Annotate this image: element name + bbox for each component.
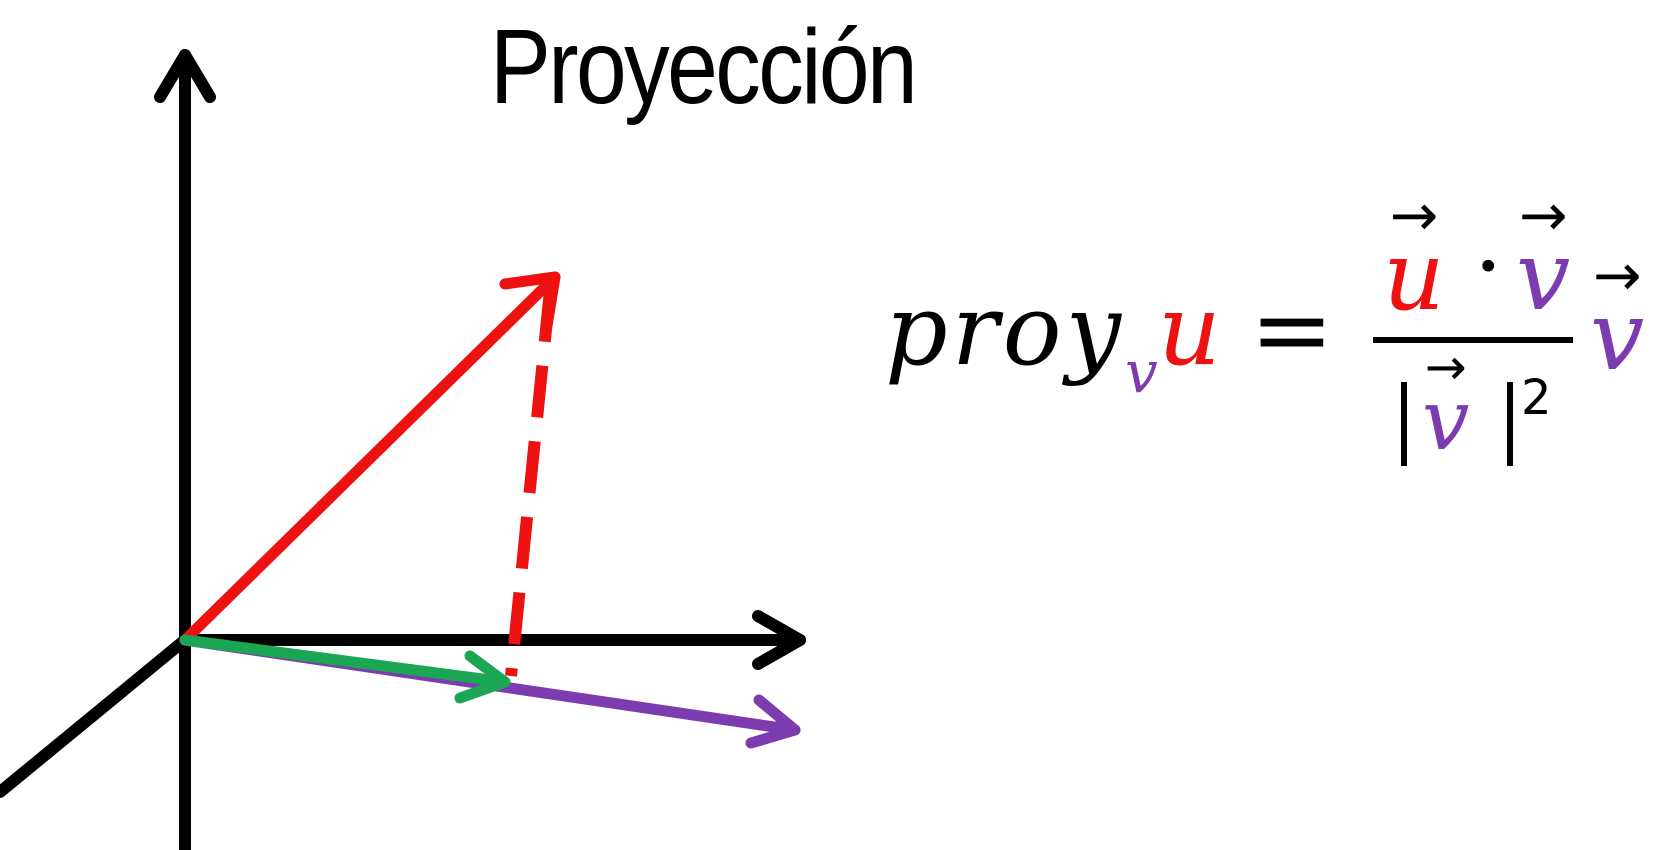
fraction-bar — [1373, 337, 1573, 343]
numerator-vector-u: → u — [1383, 181, 1445, 332]
norm-bar-left — [1401, 382, 1407, 466]
numerator-vector-v: → v — [1516, 181, 1571, 332]
exponent-2: 2 — [1521, 370, 1552, 426]
dot-product-symbol: · — [1474, 214, 1503, 319]
proy-label: proy — [885, 274, 1125, 388]
projection-vector-arrowhead — [454, 650, 511, 704]
vector-u-arrowhead — [499, 271, 561, 332]
lhs-u: u — [1157, 274, 1225, 388]
vector-u — [179, 271, 561, 646]
vector-v-arrowhead — [745, 694, 801, 749]
vector-arrow-icon: → — [1424, 338, 1467, 396]
y-axis-arrowhead — [154, 49, 216, 103]
vector-arrow-icon: → — [1389, 181, 1439, 249]
formula-lhs: proyvu — [885, 282, 1225, 401]
rhs-vector-v: → v — [1590, 241, 1645, 392]
projection-vector — [179, 634, 511, 704]
projection-dashed-line — [505, 289, 556, 677]
norm-bar-right — [1507, 382, 1513, 466]
equals-sign: = — [1250, 271, 1334, 388]
coordinate-axes — [0, 49, 806, 850]
x-axis-arrowhead — [752, 610, 806, 670]
page-title: Proyección — [490, 8, 918, 126]
vector-arrow-icon: → — [1518, 181, 1568, 249]
subscript-v: v — [1124, 338, 1158, 406]
denominator-vector-v: → v — [1422, 338, 1470, 469]
z-axis — [0, 634, 191, 798]
vector-arrow-icon: → — [1592, 241, 1642, 309]
